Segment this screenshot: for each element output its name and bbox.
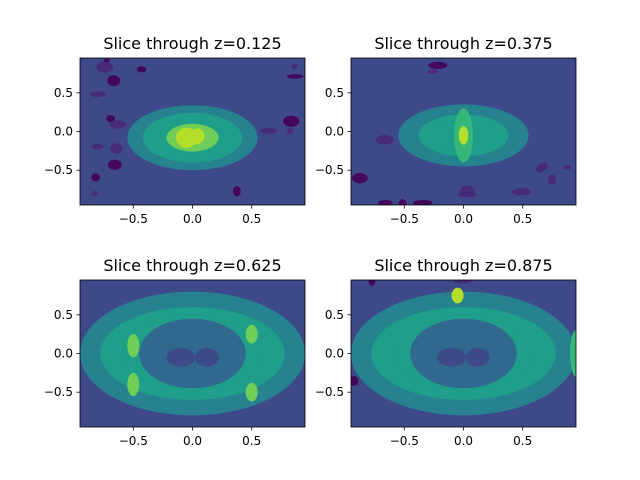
- y-tick-label: −0.5: [315, 163, 344, 177]
- contour-speckle: [286, 74, 304, 79]
- y-tick-label: −0.5: [315, 385, 344, 399]
- subplot-3: Slice through z=0.625 −0.5 0.0 0.5 −0.5 0.0 0.…: [44, 256, 306, 448]
- contour-hotspot: [570, 330, 576, 377]
- contour-speckle: [107, 159, 122, 170]
- contour-speckle: [91, 173, 100, 182]
- contour-speckle: [563, 164, 572, 170]
- contour-speckle: [91, 143, 104, 150]
- chart-title: Slice through z=0.375: [374, 34, 552, 53]
- contour-speckle: [110, 143, 123, 155]
- y-tick-label: 0.0: [54, 347, 73, 361]
- subplot-4: Slice through z=0.875 −0.5 0.0 0.5 −0.5 0.0 0.…: [315, 256, 577, 448]
- contour-speckle: [548, 174, 556, 185]
- contour-hotspot: [190, 128, 205, 144]
- contour-speckle: [512, 188, 531, 196]
- contour-speckle: [368, 280, 376, 287]
- x-tick-label: 0.5: [242, 212, 261, 226]
- contour-speckle: [535, 165, 545, 173]
- contour-speckle: [378, 199, 393, 205]
- contour-hotspot: [127, 334, 140, 358]
- contour-speckle: [453, 280, 472, 284]
- y-tick-label: 0.5: [325, 86, 344, 100]
- contour-hotspot: [245, 324, 258, 344]
- contour-speckle: [106, 115, 116, 123]
- contour-speckle: [136, 66, 147, 73]
- y-tick-label: −0.5: [44, 163, 73, 177]
- x-tick-label: −0.5: [119, 212, 148, 226]
- x-tick-label: 0.5: [513, 212, 532, 226]
- contour-field: [80, 280, 305, 427]
- contour-speckle: [398, 199, 407, 205]
- x-tick-label: 0.5: [513, 434, 532, 448]
- contour-speckle: [91, 191, 99, 196]
- x-tick-label: 0.0: [454, 434, 473, 448]
- contour-speckle: [375, 135, 394, 145]
- x-tick-label: 0.0: [454, 212, 473, 226]
- contour-speckle: [291, 63, 298, 69]
- y-tick-label: 0.0: [325, 347, 344, 361]
- contour-hotspot: [451, 287, 464, 304]
- contour-core-low: [166, 348, 195, 367]
- x-tick-label: −0.5: [390, 212, 419, 226]
- y-tick-label: 0.0: [54, 125, 73, 139]
- contour-speckle: [413, 199, 433, 205]
- subplot-2: Slice through z=0.375 −0.5 0.0 0.5 −0.5 0.0 0.…: [315, 34, 577, 226]
- x-tick-label: 0.5: [242, 434, 261, 448]
- x-tick-label: −0.5: [390, 434, 419, 448]
- contour-field: [80, 58, 305, 205]
- contour-field: [351, 58, 576, 205]
- contour-speckle: [96, 61, 114, 73]
- y-tick-label: 0.5: [325, 308, 344, 322]
- contour-speckle: [90, 91, 106, 98]
- contour-speckle: [109, 120, 127, 129]
- contour-speckle: [107, 75, 121, 87]
- contour-core-low: [194, 348, 219, 367]
- contour-hotspot: [245, 382, 258, 402]
- x-tick-label: 0.0: [183, 212, 202, 226]
- y-tick-label: 0.0: [325, 125, 344, 139]
- contour-core-low: [465, 348, 490, 367]
- contour-speckle: [351, 172, 368, 184]
- contour-speckle: [351, 376, 359, 386]
- chart-title: Slice through z=0.875: [374, 256, 552, 275]
- contour-speckle: [259, 128, 278, 134]
- y-tick-label: −0.5: [44, 385, 73, 399]
- y-tick-label: 0.5: [54, 86, 73, 100]
- y-tick-label: 0.5: [54, 308, 73, 322]
- contour-speckle: [283, 115, 300, 127]
- contour-hotspot: [458, 126, 469, 145]
- contour-field: [351, 280, 576, 427]
- x-tick-label: −0.5: [119, 434, 148, 448]
- subplot-1: Slice through z=0.125 −0.5 0.0 0.5 −0.5 0.0 0.…: [44, 34, 306, 226]
- contour-speckle: [427, 69, 438, 74]
- contour-hotspot: [127, 372, 140, 397]
- contour-core-low: [437, 348, 466, 367]
- x-tick-label: 0.0: [183, 434, 202, 448]
- contour-speckle: [428, 61, 448, 70]
- chart-title: Slice through z=0.625: [103, 256, 281, 275]
- chart-title: Slice through z=0.125: [103, 34, 281, 53]
- contour-speckle: [232, 186, 241, 197]
- contour-speckle: [287, 127, 294, 134]
- contour-speckle: [457, 192, 477, 198]
